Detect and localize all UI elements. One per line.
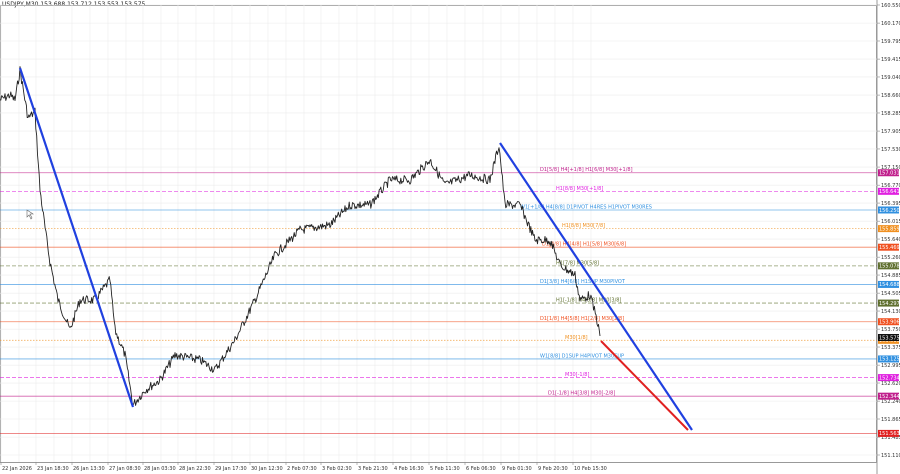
level-label: D1[3/8] H4[6/8] H1SUP M30PIVOT	[540, 279, 626, 285]
price-tick-label: 156.015	[881, 219, 900, 225]
level-lines: D1[5/8] H4[+1/8] H1[6/8] M30[+1/8] H1[8/8…	[0, 167, 877, 434]
price-level-tag	[878, 243, 899, 251]
price-level-tag	[878, 280, 899, 288]
price-tick-label: 154.885	[881, 273, 900, 279]
level-label: D1[-1/8] H4[3/8] M30[-2/8]	[548, 391, 615, 397]
price-axis[interactable]: 160.550 160.170 159.795 159.415 159.040 158.6…	[877, 3, 900, 459]
price-level-tag-text: 155.078	[879, 264, 900, 270]
price-tick-label: 151.110	[881, 453, 900, 459]
price-level-tag-text: 151.563	[879, 431, 900, 437]
price-tick-label: 153.375	[881, 345, 900, 351]
price-tick-label: 154.130	[881, 309, 900, 315]
price-level-tag-text: 154.297	[879, 301, 900, 307]
level-label: W1[+1/8] H4[8/8] D1PIVOT H4RES H1PIVOT M…	[520, 204, 652, 210]
time-tick-label: 9 Feb 01:30	[502, 466, 532, 472]
price-tick-label: 151.485	[881, 435, 900, 441]
level-label: M30[-1/8]	[565, 372, 589, 378]
time-tick-label: 23 Jan 18:30	[37, 466, 69, 472]
price-level-tag	[878, 318, 899, 326]
price-level-tag	[878, 187, 899, 195]
time-tick-label: 4 Feb 16:30	[394, 466, 424, 472]
price-tick-label: 151.865	[881, 417, 900, 423]
plot-frame	[0, 5, 877, 463]
price-level-tag-text: 155.469	[879, 245, 900, 251]
price-tick-label: 152.995	[881, 363, 900, 369]
price-tick-label: 157.150	[881, 165, 900, 171]
level-label: W1[8/8] D1SUP H4PIVOT M30SUP	[540, 353, 624, 359]
price-level-tag	[878, 429, 899, 437]
price-level-tag	[878, 206, 899, 214]
price-tick-label: 157.530	[881, 147, 900, 153]
price-line	[0, 66, 601, 406]
price-tick-label: 152.620	[881, 381, 900, 387]
forecast-line[interactable]	[600, 340, 689, 431]
price-level-tag-text: 153.516	[879, 338, 900, 344]
price-level-tag	[878, 299, 899, 307]
current-price-tag	[878, 333, 899, 341]
price-level-tag-text: 153.906	[879, 320, 900, 326]
time-tick-label: 6 Feb 06:30	[466, 466, 496, 472]
price-tick-label: 156.770	[881, 183, 900, 189]
time-tick-label: 22 Jan 2026	[2, 466, 32, 472]
level-label: M30[1/8]	[565, 335, 588, 341]
price-level-tag	[878, 169, 899, 177]
trendline-down-2[interactable]	[499, 142, 693, 431]
price-tick-label: 158.285	[881, 111, 900, 117]
price-tick-label: 155.640	[881, 237, 900, 243]
price-level-tag	[878, 355, 899, 363]
price-tick-label: 160.170	[881, 21, 900, 27]
grid	[0, 4, 877, 462]
mouse-cursor-icon	[26, 209, 34, 220]
level-label: H1[-1/8] H4[3/8] M30[3/8]	[556, 298, 621, 304]
price-level-tag	[878, 262, 899, 270]
chart-title: USDJPY,M30 153.688 153.712 153.553 153.5…	[2, 1, 146, 8]
price-level-tag-text: 156.250	[879, 208, 900, 214]
time-tick-label: 26 Jan 13:30	[73, 466, 105, 472]
time-tick-label: 27 Jan 08:30	[109, 466, 141, 472]
trendline-down-1[interactable]	[18, 67, 135, 408]
price-level-tag-text: 152.344	[879, 394, 900, 400]
time-tick-label: 30 Jan 12:30	[251, 466, 283, 472]
price-level-tag	[878, 225, 899, 233]
level-label: H1[8/8] M30[+1/8]	[556, 186, 603, 192]
time-tick-label: 3 Feb 02:30	[322, 466, 352, 472]
time-tick-label: 3 Feb 21:30	[358, 466, 388, 472]
time-tick-label: 2 Feb 07:30	[287, 466, 317, 472]
price-tick-label: 152.240	[881, 399, 900, 405]
price-tick-label: 159.040	[881, 75, 900, 81]
time-tick-label: 10 Feb 15:30	[574, 466, 607, 472]
price-level-tag-text: 154.688	[879, 282, 900, 288]
level-label: D1[1/8] H4[5/8] H1[2/8] M30[2/8]	[540, 316, 624, 322]
price-level-tag	[878, 374, 899, 382]
price-level-tag-text: 157.031	[879, 171, 900, 177]
price-tick-label: 159.795	[881, 39, 900, 45]
level-label: H1[7/8] M30[5/8]	[556, 260, 599, 266]
price-level-tag-text: 155.859	[879, 226, 900, 232]
level-label: D1[5/8] H4[+1/8] H1[6/8] M30[+1/8]	[540, 167, 633, 173]
time-tick-label: 5 Feb 11:30	[430, 466, 460, 472]
price-tick-label: 153.750	[881, 327, 900, 333]
price-tick-label: 159.415	[881, 57, 900, 63]
time-tick-label: 28 Jan 22:30	[179, 466, 211, 472]
price-tick-label: 156.395	[881, 201, 900, 207]
current-price-text: 153.575	[879, 335, 900, 341]
trendlines[interactable]	[18, 67, 693, 431]
level-label: H1[8/8] M30[7/8]	[562, 223, 605, 229]
price-level-tag-text: 152.734	[879, 375, 900, 381]
price-tick-label: 157.905	[881, 129, 900, 135]
level-label: D1[4/8] H4[4/8] H1[5/8] M30[6/8]	[542, 242, 626, 248]
time-tick-label: 29 Jan 17:30	[215, 466, 247, 472]
price-level-tag	[878, 392, 899, 400]
price-tick-label: 155.260	[881, 255, 900, 261]
price-level-tag-text: 153.125	[879, 357, 900, 363]
price-tick-label: 158.660	[881, 93, 900, 99]
price-tick-label: 160.550	[881, 3, 900, 9]
price-level-tag-text: 156.641	[879, 189, 900, 195]
time-tick-label: 9 Feb 20:30	[538, 466, 568, 472]
price-tick-label: 154.505	[881, 291, 900, 297]
price-series	[0, 66, 601, 406]
time-tick-label: 28 Jan 03:30	[144, 466, 176, 472]
time-axis[interactable]: 22 Jan 2026 23 Jan 18:30 26 Jan 13:30 27 Ja…	[0, 462, 607, 472]
